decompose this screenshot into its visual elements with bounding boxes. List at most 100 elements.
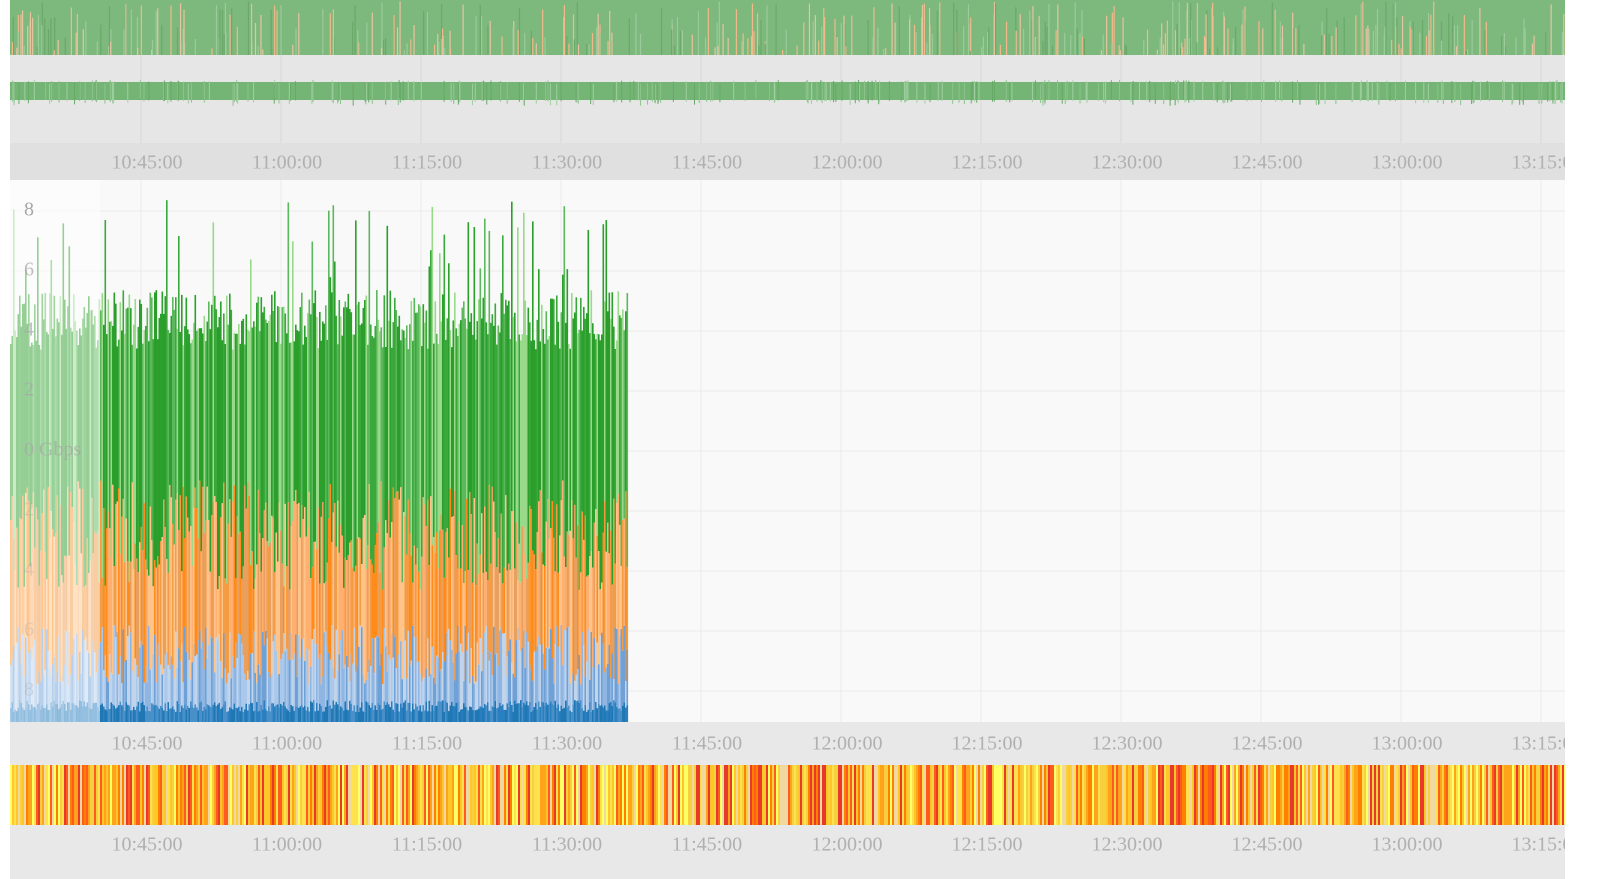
heat-cell <box>1434 765 1437 825</box>
overview-speck <box>1389 82 1391 101</box>
bar-segment <box>277 704 279 722</box>
heat-cell <box>1532 765 1535 825</box>
bar-segment <box>125 518 128 661</box>
bar-segment <box>494 303 497 533</box>
bar-segment <box>302 344 305 520</box>
overview-speck <box>332 9 334 55</box>
bar-segment <box>616 503 618 629</box>
bar-segment <box>281 563 284 654</box>
heat-cell <box>432 765 435 825</box>
heat-cell <box>946 765 949 825</box>
overview-speck <box>1031 20 1033 55</box>
bar-segment <box>422 497 425 678</box>
heat-cell <box>1342 765 1345 825</box>
bar-segment <box>482 707 485 722</box>
bar-segment <box>580 700 582 722</box>
bar-segment <box>503 567 506 634</box>
bar-segment <box>196 654 198 708</box>
bar-segment <box>184 538 186 628</box>
bar-segment <box>578 702 581 722</box>
bar-segment <box>599 589 602 636</box>
bar-segment <box>371 702 374 722</box>
overview-speck <box>295 81 297 101</box>
bar-segment <box>529 664 531 702</box>
bar-segment <box>211 515 213 638</box>
overview-speck <box>479 4 481 55</box>
bar-segment <box>140 526 143 642</box>
heat-cell <box>26 765 29 825</box>
bar-segment <box>467 222 470 571</box>
bar-segment <box>365 295 368 570</box>
bar-segment <box>292 706 294 722</box>
bar-segment <box>203 669 206 707</box>
bar-segment <box>244 485 246 674</box>
overview-speck <box>824 17 826 55</box>
heat-cell <box>1152 765 1155 825</box>
bar-segment <box>559 535 561 652</box>
heat-cell <box>222 765 225 825</box>
heat-cell <box>808 765 811 825</box>
bar-segment <box>400 487 402 642</box>
overview-speck <box>993 14 995 55</box>
overview-speck <box>921 17 923 55</box>
heat-cell <box>346 765 349 825</box>
bar-segment <box>116 501 119 633</box>
overview-speck <box>1081 36 1083 55</box>
heat-cell <box>1240 765 1243 825</box>
bar-segment <box>148 710 150 722</box>
heat-cell <box>532 765 535 825</box>
bar-segment <box>206 321 209 487</box>
bar-segment <box>512 510 515 674</box>
overview-speck <box>1315 83 1317 105</box>
heat-cell <box>508 765 511 825</box>
bar-segment <box>436 333 438 533</box>
bar-segment <box>182 682 185 708</box>
bar-segment <box>377 702 380 722</box>
bar-segment <box>163 313 165 500</box>
overview-speck <box>542 9 544 55</box>
bar-segment <box>580 684 582 701</box>
overview-speck <box>1292 12 1294 55</box>
overview-speck <box>1235 26 1237 55</box>
bar-segment <box>457 626 459 702</box>
bar-segment <box>433 677 435 711</box>
bar-segment <box>274 291 276 573</box>
heat-cell <box>1008 765 1011 825</box>
heat-cell <box>540 765 543 825</box>
heat-cell <box>1446 765 1449 825</box>
overview-speck <box>1064 33 1066 55</box>
bar-segment <box>385 704 387 722</box>
labels[interactable]: 10:45:00 11:00:00 11:15:00 11:30:00 11:45:00… <box>24 152 1565 856</box>
heat-cell <box>1516 765 1519 825</box>
bar-segment <box>136 558 138 666</box>
overview-speck <box>1184 81 1186 103</box>
bar-segment <box>211 304 213 516</box>
heat-cell <box>756 765 759 825</box>
bar-segment <box>227 324 230 524</box>
heat-cell <box>190 765 193 825</box>
bar-segment <box>395 703 398 722</box>
overview-speck <box>812 38 814 55</box>
time-label: 10:45:00 <box>111 834 182 856</box>
bar-segment <box>565 322 567 568</box>
bar-segment <box>469 683 471 707</box>
heat-cell <box>116 765 119 825</box>
heat-cell <box>882 765 885 825</box>
heat-cell <box>80 765 83 825</box>
bar-segment <box>215 309 218 503</box>
heat-cell <box>300 765 303 825</box>
overview-speck <box>566 36 568 55</box>
heat-cell <box>608 765 611 825</box>
bar-segment <box>205 341 207 521</box>
overview-speck <box>1331 36 1333 55</box>
overview-speck <box>532 37 534 55</box>
bar-segment <box>605 220 608 552</box>
heat-cell <box>834 765 837 825</box>
bar-segment <box>523 702 525 722</box>
heat-cell <box>1384 765 1387 825</box>
overview-speck <box>818 40 820 55</box>
bar-segment <box>565 567 567 631</box>
bar-segment <box>343 587 345 669</box>
bar-segment <box>259 533 261 675</box>
overview-speck <box>1009 83 1011 103</box>
